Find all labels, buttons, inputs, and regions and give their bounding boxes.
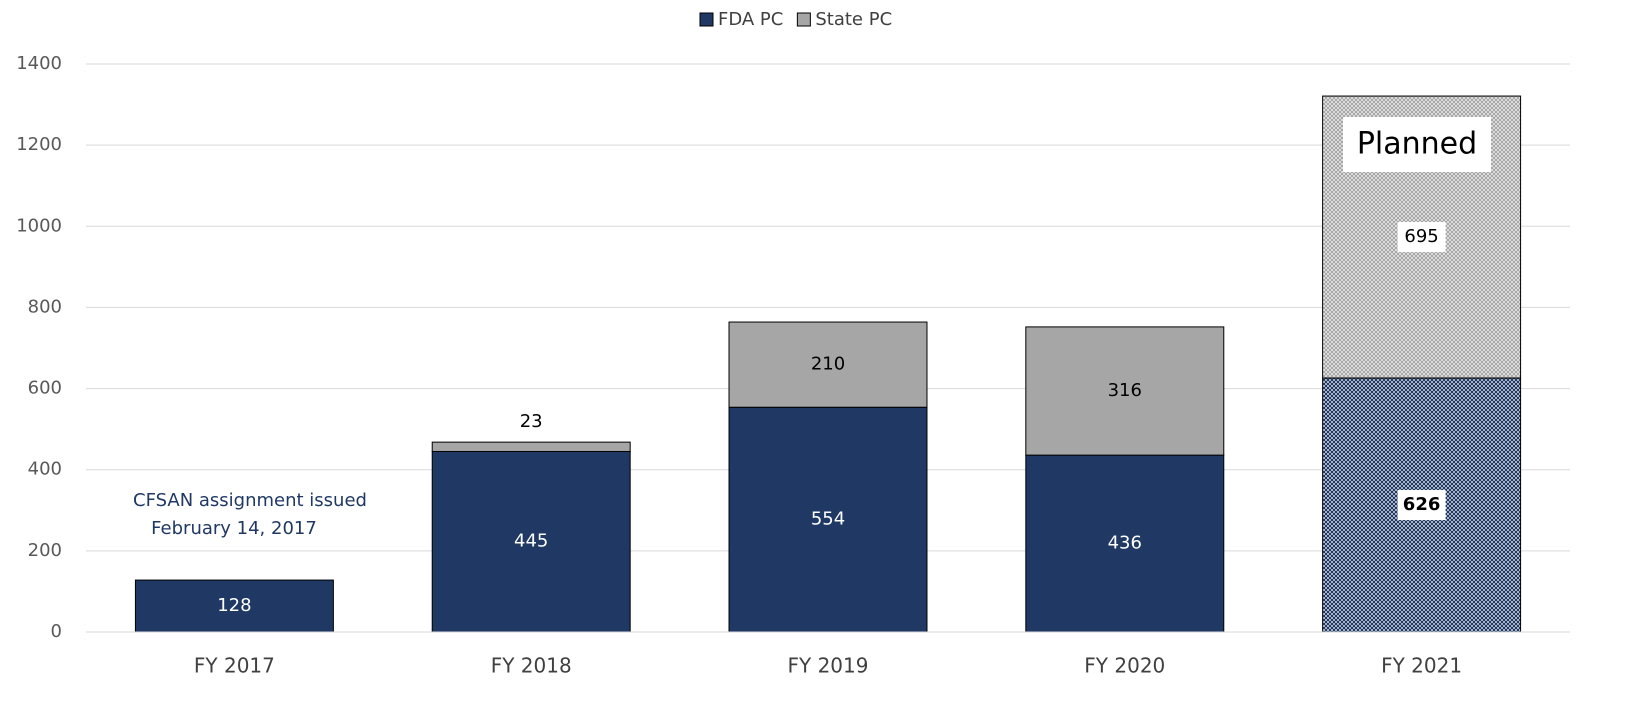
x-tick-label: FY 2019 bbox=[788, 654, 869, 678]
y-tick-label: 200 bbox=[28, 540, 62, 561]
value-label: 445 bbox=[514, 531, 548, 552]
value-label-box bbox=[1397, 222, 1446, 253]
legend-swatch bbox=[796, 12, 811, 27]
value-label: 626 bbox=[1403, 494, 1441, 515]
legend-label: State PC bbox=[815, 9, 892, 30]
y-tick-label: 0 bbox=[51, 621, 62, 642]
annotation-box bbox=[1343, 117, 1491, 172]
bar-segment bbox=[431, 450, 631, 633]
value-label: 210 bbox=[811, 354, 845, 375]
y-tick-label: 1200 bbox=[16, 134, 62, 155]
annotation: Planned bbox=[1357, 127, 1477, 162]
value-label: 436 bbox=[1108, 533, 1142, 554]
x-tick-label: FY 2018 bbox=[491, 654, 572, 678]
y-tick-label: 400 bbox=[28, 459, 62, 480]
y-tick-label: 800 bbox=[28, 296, 62, 317]
bar-segment bbox=[728, 321, 928, 408]
legend-swatch bbox=[699, 12, 714, 27]
bar-segment bbox=[134, 579, 334, 633]
legend-label: FDA PC bbox=[718, 9, 783, 30]
annotation: February 14, 2017 bbox=[151, 518, 317, 539]
value-label: 695 bbox=[1404, 226, 1438, 247]
x-tick-label: FY 2020 bbox=[1084, 654, 1165, 678]
x-tick-label: FY 2017 bbox=[194, 654, 275, 678]
annotation: CFSAN assignment issued bbox=[133, 490, 367, 511]
bar-segment bbox=[431, 441, 631, 452]
y-tick-label: 1400 bbox=[16, 53, 62, 74]
bar-segment bbox=[728, 406, 928, 633]
value-label: 128 bbox=[217, 595, 251, 616]
bar-segment bbox=[1025, 326, 1225, 456]
value-label: 316 bbox=[1108, 380, 1142, 401]
y-tick-label: 1000 bbox=[16, 215, 62, 236]
value-label-box bbox=[1397, 490, 1446, 521]
x-tick-label: FY 2021 bbox=[1381, 654, 1462, 678]
value-label: 554 bbox=[811, 509, 845, 530]
value-label: 23 bbox=[520, 411, 543, 432]
y-tick-label: 600 bbox=[28, 378, 62, 399]
bar-segment bbox=[1025, 454, 1225, 633]
